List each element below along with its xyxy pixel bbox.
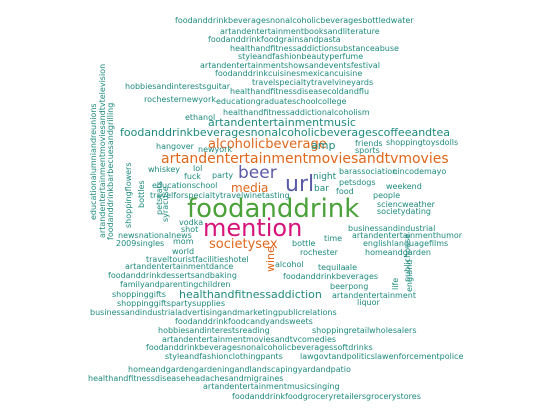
- cloud-word: shot: [181, 225, 199, 234]
- cloud-word: foodanddrinkbeveragesnonalcoholicbeverag…: [120, 126, 450, 139]
- cloud-word: artandentertainmentmoviesandtvmovies: [161, 151, 449, 167]
- cloud-word: liquor: [357, 298, 380, 307]
- cloud-word: artandentertainment: [332, 291, 416, 300]
- cloud-word: healthandfitnessaddictionalcoholism: [223, 108, 370, 117]
- cloud-word: newsnationalnews: [118, 231, 192, 240]
- cloud-word: rochesternewyork: [144, 95, 216, 104]
- cloud-word: shoppinggiftspartysupplies: [117, 299, 226, 308]
- cloud-word: shoppingflowers: [124, 162, 133, 228]
- cloud-word: shoppingretailwholesalers: [312, 326, 417, 335]
- cloud-word: foodanddrinkdessertsandbaking: [108, 271, 237, 280]
- cloud-word: night: [313, 172, 337, 182]
- cloud-word: petsdogs: [339, 178, 376, 187]
- cloud-word: party: [212, 171, 234, 180]
- cloud-word: homeandgarden: [365, 248, 431, 257]
- cloud-word: mention: [203, 214, 303, 242]
- cloud-word: foodanddrink: [187, 194, 360, 224]
- cloud-word: people: [373, 191, 401, 200]
- cloud-word: rochester: [300, 248, 338, 257]
- cloud-word: bottles: [137, 180, 146, 208]
- cloud-word: world: [172, 247, 195, 256]
- cloud-word: foodanddrinkbarbecuesandgrilling: [106, 102, 115, 240]
- cloud-word: artandentertainmentshowsandeventsfestiva…: [200, 61, 380, 70]
- cloud-word: vodka: [179, 218, 204, 227]
- cloud-word: educationgraduateschoolcollege: [216, 97, 347, 106]
- cloud-word: businessandindustrialadvertisingandmarke…: [90, 308, 337, 317]
- cloud-word: england: [405, 259, 414, 292]
- cloud-word: url: [285, 172, 315, 197]
- cloud-word: media: [231, 181, 269, 195]
- cloud-word: ethanol: [185, 113, 216, 122]
- cloud-word: hobbiesandinterestsguitar: [125, 82, 231, 91]
- cloud-word: beerpong: [330, 282, 369, 291]
- cloud-word: sciencweather: [377, 200, 435, 209]
- cloud-word: homeandgardengardeningandlandscapingyard…: [128, 365, 351, 374]
- cloud-word: alcoholicbeverage: [208, 137, 327, 152]
- cloud-word: 2009singles: [116, 239, 165, 248]
- cloud-word: amp: [311, 139, 336, 152]
- cloud-word: healthandfitnessaddictionsubstanceabuse: [230, 44, 399, 53]
- cloud-word: businessandindustrial: [348, 224, 436, 233]
- cloud-word: artandentertainmentdance: [125, 262, 234, 271]
- cloud-word: artandentertainmentbooksandliterature: [220, 27, 380, 36]
- cloud-word: educationalumniandreunions: [89, 103, 98, 220]
- cloud-word: foodanddrinkfoodcandyandsweets: [175, 317, 313, 326]
- cloud-word: englishlanguagefilms: [363, 239, 449, 248]
- cloud-word: foodanddrinkcuisinesmexicancuisine: [215, 69, 363, 78]
- cloud-word: fuck: [184, 172, 201, 181]
- cloud-word: shoppinggifts: [112, 290, 166, 299]
- cloud-word: styleandfashionbeautyperfume: [238, 52, 364, 61]
- cloud-word: artandentertainmentmusic: [208, 116, 356, 129]
- cloud-word: hangover: [156, 142, 194, 151]
- cloud-word: shoppingtoysdolls: [386, 138, 459, 147]
- cloud-word: lawgovtandpoliticslawenforcementpolice: [300, 352, 464, 361]
- cloud-word: healthandfitnessdiseasecoldandflu: [230, 87, 370, 96]
- cloud-word: cincodemayo: [393, 167, 447, 176]
- cloud-word: travelspecialtytravelvineyards: [252, 78, 374, 87]
- cloud-word: foodanddrinkbeveragesnonalcoholicbeverag…: [146, 343, 373, 352]
- cloud-word: time: [324, 234, 343, 243]
- cloud-word: foodanddrinkbeverages: [283, 272, 379, 281]
- cloud-word: friends: [355, 139, 383, 148]
- cloud-word: weekend: [386, 182, 422, 191]
- cloud-word: tequila: [318, 263, 346, 272]
- cloud-word: artandentertainmenthumor: [352, 231, 463, 240]
- cloud-word: traveltouristfacilitieshotel: [146, 255, 249, 264]
- cloud-word: alcohol: [275, 260, 304, 269]
- cloud-word: educationschool: [152, 181, 218, 190]
- cloud-word: foodanddrinkfoodgrainsandpasta: [208, 35, 341, 44]
- cloud-word: bottle: [292, 239, 316, 248]
- cloud-word: artandentertainmentmoviesandtvcomedies: [162, 335, 337, 344]
- cloud-word: foodanddrinkfoodgroceryretailersgrocerys…: [232, 392, 421, 401]
- cloud-word: styleandfashionclothingpants: [165, 352, 283, 361]
- cloud-word: whiskey: [148, 165, 181, 174]
- cloud-word: mom: [173, 237, 194, 246]
- cloud-word: healthandfitnessaddiction: [179, 288, 322, 301]
- cloud-word: life: [391, 277, 400, 290]
- cloud-word: lol: [193, 164, 203, 173]
- cloud-word: artandentertainmentmusicsinging: [203, 382, 340, 391]
- cloud-word: barassociation: [339, 167, 398, 176]
- cloud-word: travelforspecialtytravelwinetasting: [150, 191, 290, 200]
- cloud-word: societydating: [377, 207, 431, 216]
- cloud-word: food: [336, 187, 354, 196]
- cloud-word: syracuse: [161, 186, 170, 222]
- cloud-word: hobbiesandinterestsreading: [158, 326, 270, 335]
- cloud-word: societysex: [209, 237, 278, 252]
- cloud-word: familyandparentingchildren: [120, 280, 231, 289]
- cloud-word: foodanddrinkbeveragesnonalcoholicbeverag…: [175, 16, 414, 25]
- cloud-word: healthandfitnessdiseaseheadachesandmigra…: [88, 374, 284, 383]
- cloud-word: bar: [314, 184, 329, 194]
- cloud-word: sports: [355, 146, 380, 155]
- cloud-word: newyork: [198, 145, 233, 154]
- cloud-word: beer: [238, 163, 277, 183]
- cloud-word: ale: [345, 263, 358, 272]
